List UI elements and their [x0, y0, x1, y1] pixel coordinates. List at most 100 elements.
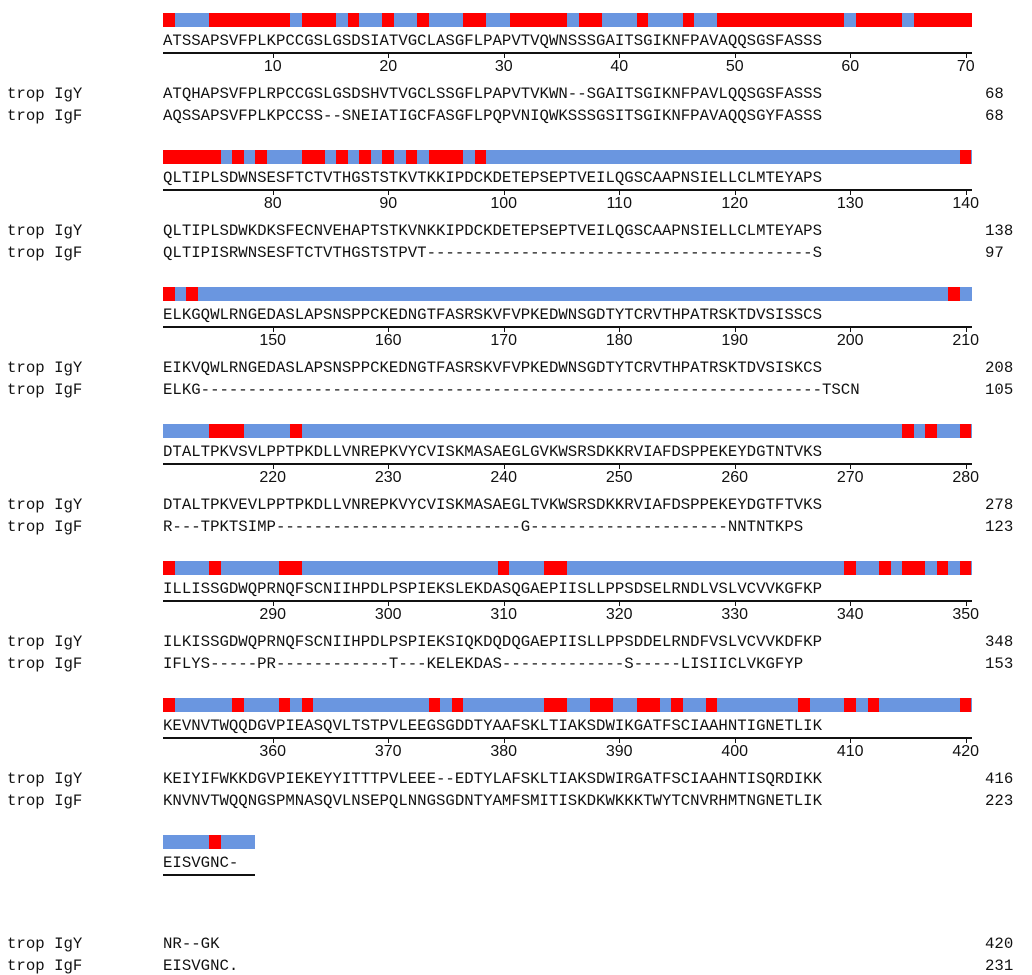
axis-tick-label: 330: [721, 606, 749, 623]
bar-segment-high: [474, 150, 487, 164]
axis-tick-label: 200: [836, 332, 864, 349]
axis-tick-label: 300: [374, 606, 402, 623]
axis-tick-label: 250: [605, 469, 633, 486]
sequence-name: trop IgY: [7, 770, 83, 788]
sequence-row: AQSSAPSVFPLKPCCSS--SNEIATIGCFASGFLPQPVNI…: [163, 107, 822, 125]
sequence-end-number: 68: [985, 107, 1004, 125]
sequence-end-number: 231: [985, 957, 1014, 975]
bar-segment-high: [209, 13, 291, 27]
axis-tick-label: 340: [836, 606, 864, 623]
axis-tick-label: 290: [259, 606, 287, 623]
bar-segment-high: [278, 698, 291, 712]
position-axis: [163, 463, 972, 465]
bar-segment-high: [382, 150, 394, 164]
axis-tick: [965, 737, 967, 743]
axis-tick-label: 360: [259, 743, 287, 760]
sequence-name: trop IgF: [7, 518, 83, 536]
bar-segment-high: [163, 561, 175, 575]
sequence-row: KNVNVTWQQNGSPMNASQVLNSEPQLNNGSGDNTYAMFSM…: [163, 792, 822, 810]
axis-tick: [619, 189, 621, 195]
axis-tick-label: 280: [952, 469, 980, 486]
alignment-block: QLTIPLSDWNSESFTCTVTHGSTSTKVTKKIPDCKDETEP…: [0, 150, 1032, 270]
bar-segment-high: [163, 698, 175, 712]
sequence-row: R---TPKTSIMP--------------------------G-…: [163, 518, 804, 536]
axis-tick: [734, 326, 736, 332]
sequence-name: trop IgY: [7, 85, 83, 103]
consensus-sequence: EISVGNC-: [163, 854, 239, 872]
conservation-bar: [163, 150, 972, 164]
consensus-sequence: ATSSAPSVFPLKPCCGSLGSDSIATVGCLASGFLPAPVTV…: [163, 32, 822, 50]
sequence-end-number: 68: [985, 85, 1004, 103]
axis-tick-label: 60: [841, 58, 860, 75]
axis-tick: [503, 600, 505, 606]
bar-segment-high: [301, 698, 314, 712]
axis-tick-label: 270: [836, 469, 864, 486]
sequence-end-number: 223: [985, 792, 1014, 810]
bar-segment-high: [232, 698, 244, 712]
alignment-block: ILLISSGDWQPRNQFSCNIIHPDLPSPIEKSLEKDASQGA…: [0, 561, 1032, 681]
consensus-sequence: ILLISSGDWQPRNQFSCNIIHPDLPSPIEKSLEKDASQGA…: [163, 580, 822, 598]
alignment-block: EISVGNC-trop IgY NR--GK 420 trop IgF EISVGNC…: [0, 835, 1032, 975]
sequence-name: trop IgY: [7, 496, 83, 514]
bar-segment-high: [798, 698, 810, 712]
sequence-end-number: 138: [985, 222, 1014, 240]
bar-segment-high: [209, 424, 244, 438]
axis-tick-label: 150: [259, 332, 287, 349]
axis-tick: [503, 737, 505, 743]
bar-segment-high: [867, 698, 880, 712]
axis-tick: [503, 326, 505, 332]
sequence-end-number: 153: [985, 655, 1014, 673]
bar-segment-high: [925, 424, 937, 438]
axis-tick-label: 240: [490, 469, 518, 486]
consensus-sequence: QLTIPLSDWNSESFTCTVTHGSTSTKVTKKIPDCKDETEP…: [163, 169, 822, 187]
sequence-row: IFLYS-----PR------------T---KELEKDAS----…: [163, 655, 804, 673]
sequence-row: ILKISSGDWQPRNQFSCNIIHPDLPSPIEKSIQKDQDQGA…: [163, 633, 822, 651]
sequence-end-number: 420: [985, 935, 1014, 953]
axis-tick-label: 230: [374, 469, 402, 486]
bar-segment-high: [497, 561, 510, 575]
sequence-end-number: 105: [985, 381, 1014, 399]
axis-tick: [388, 600, 390, 606]
axis-tick-label: 260: [721, 469, 749, 486]
axis-tick: [965, 326, 967, 332]
axis-tick-label: 40: [610, 58, 629, 75]
axis-tick-label: 20: [379, 58, 398, 75]
bar-segment-high: [463, 13, 487, 27]
conservation-bar: [163, 424, 972, 438]
axis-tick-label: 410: [836, 743, 864, 760]
axis-tick: [272, 600, 274, 606]
alignment-block: ELKGQWLRNGEDASLAPSNSPPCKEDNGTFASRSKVFVPK…: [0, 287, 1032, 407]
axis-tick-label: 190: [721, 332, 749, 349]
axis-tick: [734, 737, 736, 743]
axis-tick: [965, 189, 967, 195]
bar-segment-high: [163, 13, 175, 27]
bar-segment-high: [232, 150, 244, 164]
bar-segment-high: [382, 13, 394, 27]
axis-tick: [388, 463, 390, 469]
bar-segment-high: [717, 13, 845, 27]
axis-tick: [619, 737, 621, 743]
bar-segment-high: [959, 150, 972, 164]
sequence-name: trop IgF: [7, 957, 83, 975]
bar-segment-high: [405, 150, 418, 164]
bar-segment-high: [359, 150, 371, 164]
axis-tick: [272, 189, 274, 195]
axis-tick: [503, 463, 505, 469]
axis-tick-label: 390: [605, 743, 633, 760]
bar-segment-high: [336, 150, 348, 164]
bar-segment-high: [290, 424, 302, 438]
sequence-name: trop IgF: [7, 244, 83, 262]
bar-segment-high: [163, 150, 221, 164]
bar-segment-high: [163, 287, 175, 301]
bar-segment-high: [209, 561, 221, 575]
axis-tick-label: 210: [952, 332, 980, 349]
axis-tick: [850, 189, 852, 195]
conservation-bar: [163, 13, 972, 27]
axis-tick: [388, 737, 390, 743]
axis-tick-label: 400: [721, 743, 749, 760]
sequence-name: trop IgF: [7, 381, 83, 399]
sequence-end-number: 123: [985, 518, 1014, 536]
bar-segment-high: [428, 698, 441, 712]
sequence-name: trop IgY: [7, 633, 83, 651]
bar-segment-high: [913, 13, 972, 27]
